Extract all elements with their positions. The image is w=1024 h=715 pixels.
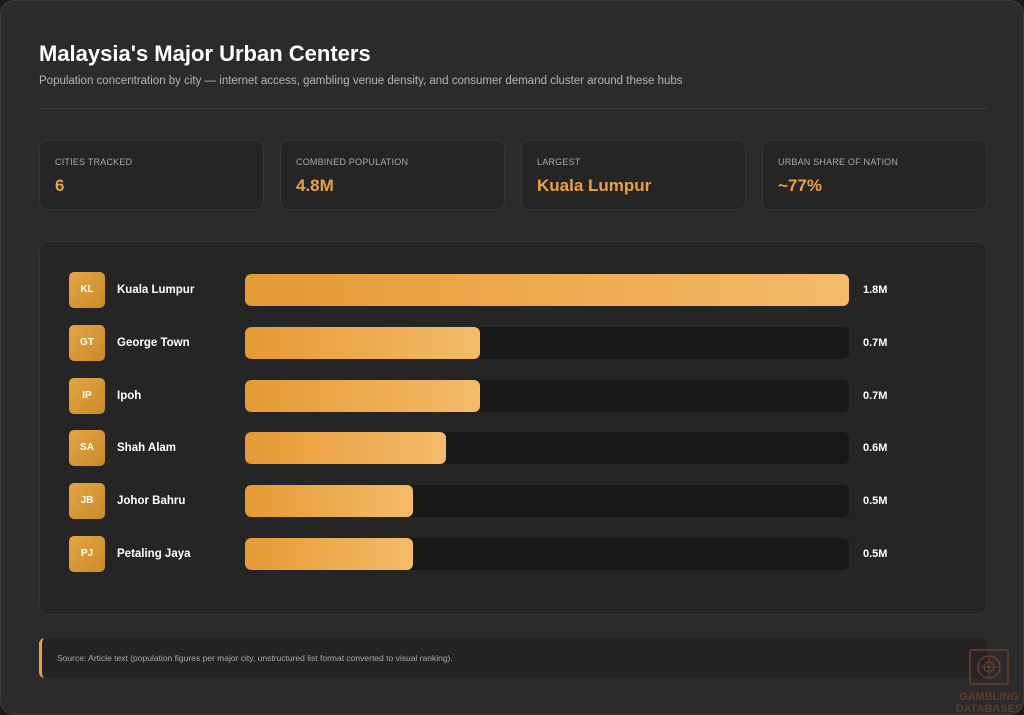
stat-card-largest: LARGEST Kuala Lumpur — [521, 140, 746, 210]
bar-track — [245, 274, 849, 306]
stat-value: ~77% — [778, 176, 822, 195]
source-note: Source: Article text (population figures… — [39, 638, 987, 678]
city-badge: IP — [69, 377, 105, 414]
value-label: 1.8M — [863, 284, 888, 296]
city-label: Ipoh — [117, 389, 142, 402]
city-label: George Town — [117, 336, 190, 349]
stat-value: 4.8M — [296, 176, 334, 195]
stat-value: Kuala Lumpur — [537, 176, 652, 195]
bar-row: SA Shah Alam 0.6M — [40, 430, 986, 467]
city-badge: SA — [69, 430, 105, 467]
header-divider — [39, 108, 987, 109]
bar — [245, 379, 480, 412]
bar-track — [245, 538, 849, 570]
bar-row: IP Ipoh 0.7M — [40, 377, 986, 414]
bar-track — [245, 432, 849, 465]
bar-row: KL Kuala Lumpur 1.8M — [40, 272, 986, 308]
bar-track — [245, 326, 849, 359]
bar — [245, 326, 480, 359]
value-label: 0.5M — [863, 548, 888, 560]
bar — [245, 432, 447, 465]
svg-text:DATABASES: DATABASES — [956, 703, 1023, 715]
city-label: Johor Bahru — [117, 495, 186, 508]
city-badge: GT — [69, 324, 105, 361]
stat-label: URBAN SHARE OF NATION — [778, 157, 899, 167]
bar-track — [245, 485, 849, 518]
gambling-databases-logo-icon: GAMBLING DATABASES — [956, 649, 1023, 715]
stat-card-cities-tracked: CITIES TRACKED 6 — [39, 140, 264, 210]
page-title: Malaysia's Major Urban Centers — [39, 41, 371, 66]
page-subtitle: Population concentration by city — inter… — [39, 75, 683, 87]
bar — [245, 274, 849, 306]
city-label: Petaling Jaya — [117, 548, 191, 560]
stat-value: 6 — [55, 176, 65, 195]
bar-row: PJ Petaling Jaya 0.5M — [40, 536, 986, 572]
svg-text:GAMBLING: GAMBLING — [959, 691, 1019, 703]
value-label: 0.7M — [863, 389, 888, 402]
value-label: 0.5M — [863, 495, 888, 508]
city-label: Shah Alam — [117, 442, 177, 455]
stat-label: CITIES TRACKED — [55, 157, 133, 167]
city-badge: PJ — [69, 536, 105, 572]
stat-label: COMBINED POPULATION — [296, 157, 409, 167]
bar-track — [245, 379, 849, 412]
stat-label: LARGEST — [537, 157, 581, 167]
city-badge: KL — [69, 272, 105, 308]
city-badge: JB — [69, 483, 105, 520]
stat-card-combined-population: COMBINED POPULATION 4.8M — [280, 140, 505, 210]
bar — [245, 538, 413, 570]
bar — [245, 485, 413, 518]
bar-row: GT George Town 0.7M — [40, 324, 986, 361]
stat-card-urban-share: URBAN SHARE OF NATION ~77% — [762, 140, 987, 210]
bar-chart: KL Kuala Lumpur 1.8M GT George Town 0.7M IP Ipo… — [39, 241, 987, 615]
bar-row: JB Johor Bahru 0.5M — [40, 483, 986, 520]
stats-row: CITIES TRACKED 6 COMBINED POPULATION 4.8… — [39, 140, 987, 210]
source-text: Source: Article text (population figures… — [57, 653, 453, 663]
value-label: 0.6M — [863, 442, 888, 455]
city-label: Kuala Lumpur — [117, 284, 195, 296]
value-label: 0.7M — [863, 336, 888, 349]
